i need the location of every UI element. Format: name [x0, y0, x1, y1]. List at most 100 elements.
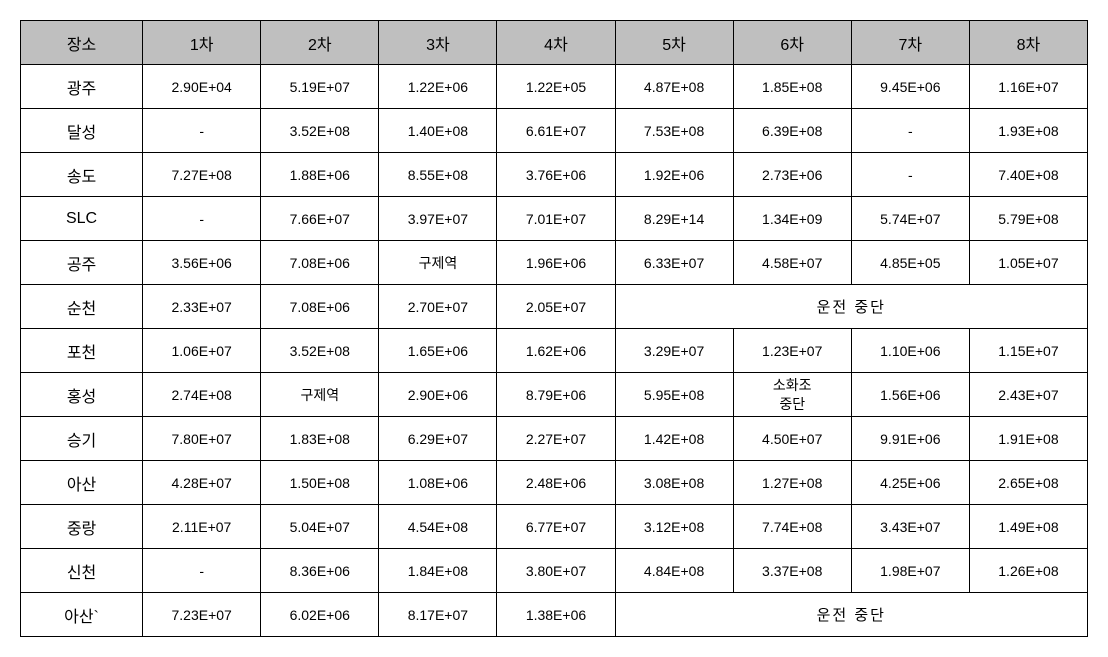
table-cell: -	[143, 549, 261, 593]
table-cell: 2.73E+06	[733, 153, 851, 197]
table-cell: 7.80E+07	[143, 417, 261, 461]
row-label: 순천	[21, 285, 143, 329]
table-cell: 1.85E+08	[733, 65, 851, 109]
table-cell: 1.98E+07	[851, 549, 969, 593]
table-row: 순천2.33E+077.08E+062.70E+072.05E+07운전 중단	[21, 285, 1088, 329]
table-cell: 8.55E+08	[379, 153, 497, 197]
table-cell: 5.95E+08	[615, 373, 733, 417]
table-cell: 4.25E+06	[851, 461, 969, 505]
row-label: 송도	[21, 153, 143, 197]
table-cell: 2.11E+07	[143, 505, 261, 549]
column-header: 1차	[143, 21, 261, 65]
table-cell: 2.48E+06	[497, 461, 615, 505]
table-cell: 6.39E+08	[733, 109, 851, 153]
table-cell: 구제역	[379, 241, 497, 285]
table-cell: 1.38E+06	[497, 593, 615, 637]
table-row: 광주2.90E+045.19E+071.22E+061.22E+054.87E+…	[21, 65, 1088, 109]
table-cell: -	[143, 109, 261, 153]
table-row: 승기7.80E+071.83E+086.29E+072.27E+071.42E+…	[21, 417, 1088, 461]
table-row: 홍성2.74E+08구제역2.90E+068.79E+065.95E+08소화조…	[21, 373, 1088, 417]
table-row: 중랑2.11E+075.04E+074.54E+086.77E+073.12E+…	[21, 505, 1088, 549]
table-cell: 7.66E+07	[261, 197, 379, 241]
table-cell: 2.90E+04	[143, 65, 261, 109]
table-cell: 1.06E+07	[143, 329, 261, 373]
table-cell: 2.70E+07	[379, 285, 497, 329]
table-cell: 6.33E+07	[615, 241, 733, 285]
table-row: 아산`7.23E+076.02E+068.17E+071.38E+06운전 중단	[21, 593, 1088, 637]
table-cell: 1.88E+06	[261, 153, 379, 197]
table-cell: 5.79E+08	[969, 197, 1087, 241]
table-cell: 1.96E+06	[497, 241, 615, 285]
table-cell: 8.29E+14	[615, 197, 733, 241]
table-cell: 3.37E+08	[733, 549, 851, 593]
table-cell: 3.43E+07	[851, 505, 969, 549]
table-cell: 5.04E+07	[261, 505, 379, 549]
table-cell: 7.23E+07	[143, 593, 261, 637]
table-cell: 4.87E+08	[615, 65, 733, 109]
table-cell: 1.92E+06	[615, 153, 733, 197]
table-cell: 4.58E+07	[733, 241, 851, 285]
column-header: 장소	[21, 21, 143, 65]
table-cell: 3.97E+07	[379, 197, 497, 241]
table-cell: 4.50E+07	[733, 417, 851, 461]
table-cell: 1.56E+06	[851, 373, 969, 417]
table-cell: 7.74E+08	[733, 505, 851, 549]
row-label: 공주	[21, 241, 143, 285]
table-row: SLC-7.66E+073.97E+077.01E+078.29E+141.34…	[21, 197, 1088, 241]
column-header: 6차	[733, 21, 851, 65]
table-cell: 3.76E+06	[497, 153, 615, 197]
table-cell: 7.27E+08	[143, 153, 261, 197]
table-cell: 2.43E+07	[969, 373, 1087, 417]
table-cell: 1.26E+08	[969, 549, 1087, 593]
table-cell: 1.22E+06	[379, 65, 497, 109]
table-cell: 7.53E+08	[615, 109, 733, 153]
row-label: 광주	[21, 65, 143, 109]
table-cell: 1.49E+08	[969, 505, 1087, 549]
row-label: 신천	[21, 549, 143, 593]
table-cell: -	[143, 197, 261, 241]
table-cell: 7.08E+06	[261, 241, 379, 285]
table-cell: 소화조중단	[733, 373, 851, 417]
table-cell: 1.23E+07	[733, 329, 851, 373]
row-label: 승기	[21, 417, 143, 461]
table-cell: 3.56E+06	[143, 241, 261, 285]
table-cell: 1.05E+07	[969, 241, 1087, 285]
table-cell: 8.79E+06	[497, 373, 615, 417]
table-cell: 4.84E+08	[615, 549, 733, 593]
table-row: 아산4.28E+071.50E+081.08E+062.48E+063.08E+…	[21, 461, 1088, 505]
column-header: 4차	[497, 21, 615, 65]
table-cell: 7.01E+07	[497, 197, 615, 241]
table-cell: 8.36E+06	[261, 549, 379, 593]
table-cell: 4.54E+08	[379, 505, 497, 549]
table-cell: 3.52E+08	[261, 329, 379, 373]
table-cell: 2.74E+08	[143, 373, 261, 417]
table-cell: 2.33E+07	[143, 285, 261, 329]
table-cell: 운전 중단	[615, 593, 1087, 637]
row-label: 홍성	[21, 373, 143, 417]
column-header: 2차	[261, 21, 379, 65]
table-header: 장소1차2차3차4차5차6차7차8차	[21, 21, 1088, 65]
table-cell: 1.16E+07	[969, 65, 1087, 109]
table-cell: 6.77E+07	[497, 505, 615, 549]
table-cell: 1.42E+08	[615, 417, 733, 461]
row-label: 중랑	[21, 505, 143, 549]
table-cell: 1.15E+07	[969, 329, 1087, 373]
table-cell: 9.91E+06	[851, 417, 969, 461]
table-cell: 1.62E+06	[497, 329, 615, 373]
table-cell: 운전 중단	[615, 285, 1087, 329]
table-cell: 7.40E+08	[969, 153, 1087, 197]
table-cell: 8.17E+07	[379, 593, 497, 637]
table-cell: 6.61E+07	[497, 109, 615, 153]
table-row: 달성-3.52E+081.40E+086.61E+077.53E+086.39E…	[21, 109, 1088, 153]
table-cell: 1.91E+08	[969, 417, 1087, 461]
table-cell: 1.27E+08	[733, 461, 851, 505]
table-cell: -	[851, 153, 969, 197]
table-row: 송도7.27E+081.88E+068.55E+083.76E+061.92E+…	[21, 153, 1088, 197]
column-header: 7차	[851, 21, 969, 65]
table-cell: 1.50E+08	[261, 461, 379, 505]
table-cell: 4.85E+05	[851, 241, 969, 285]
column-header: 5차	[615, 21, 733, 65]
table-cell: 6.02E+06	[261, 593, 379, 637]
table-row: 포천1.06E+073.52E+081.65E+061.62E+063.29E+…	[21, 329, 1088, 373]
table-cell: 1.83E+08	[261, 417, 379, 461]
